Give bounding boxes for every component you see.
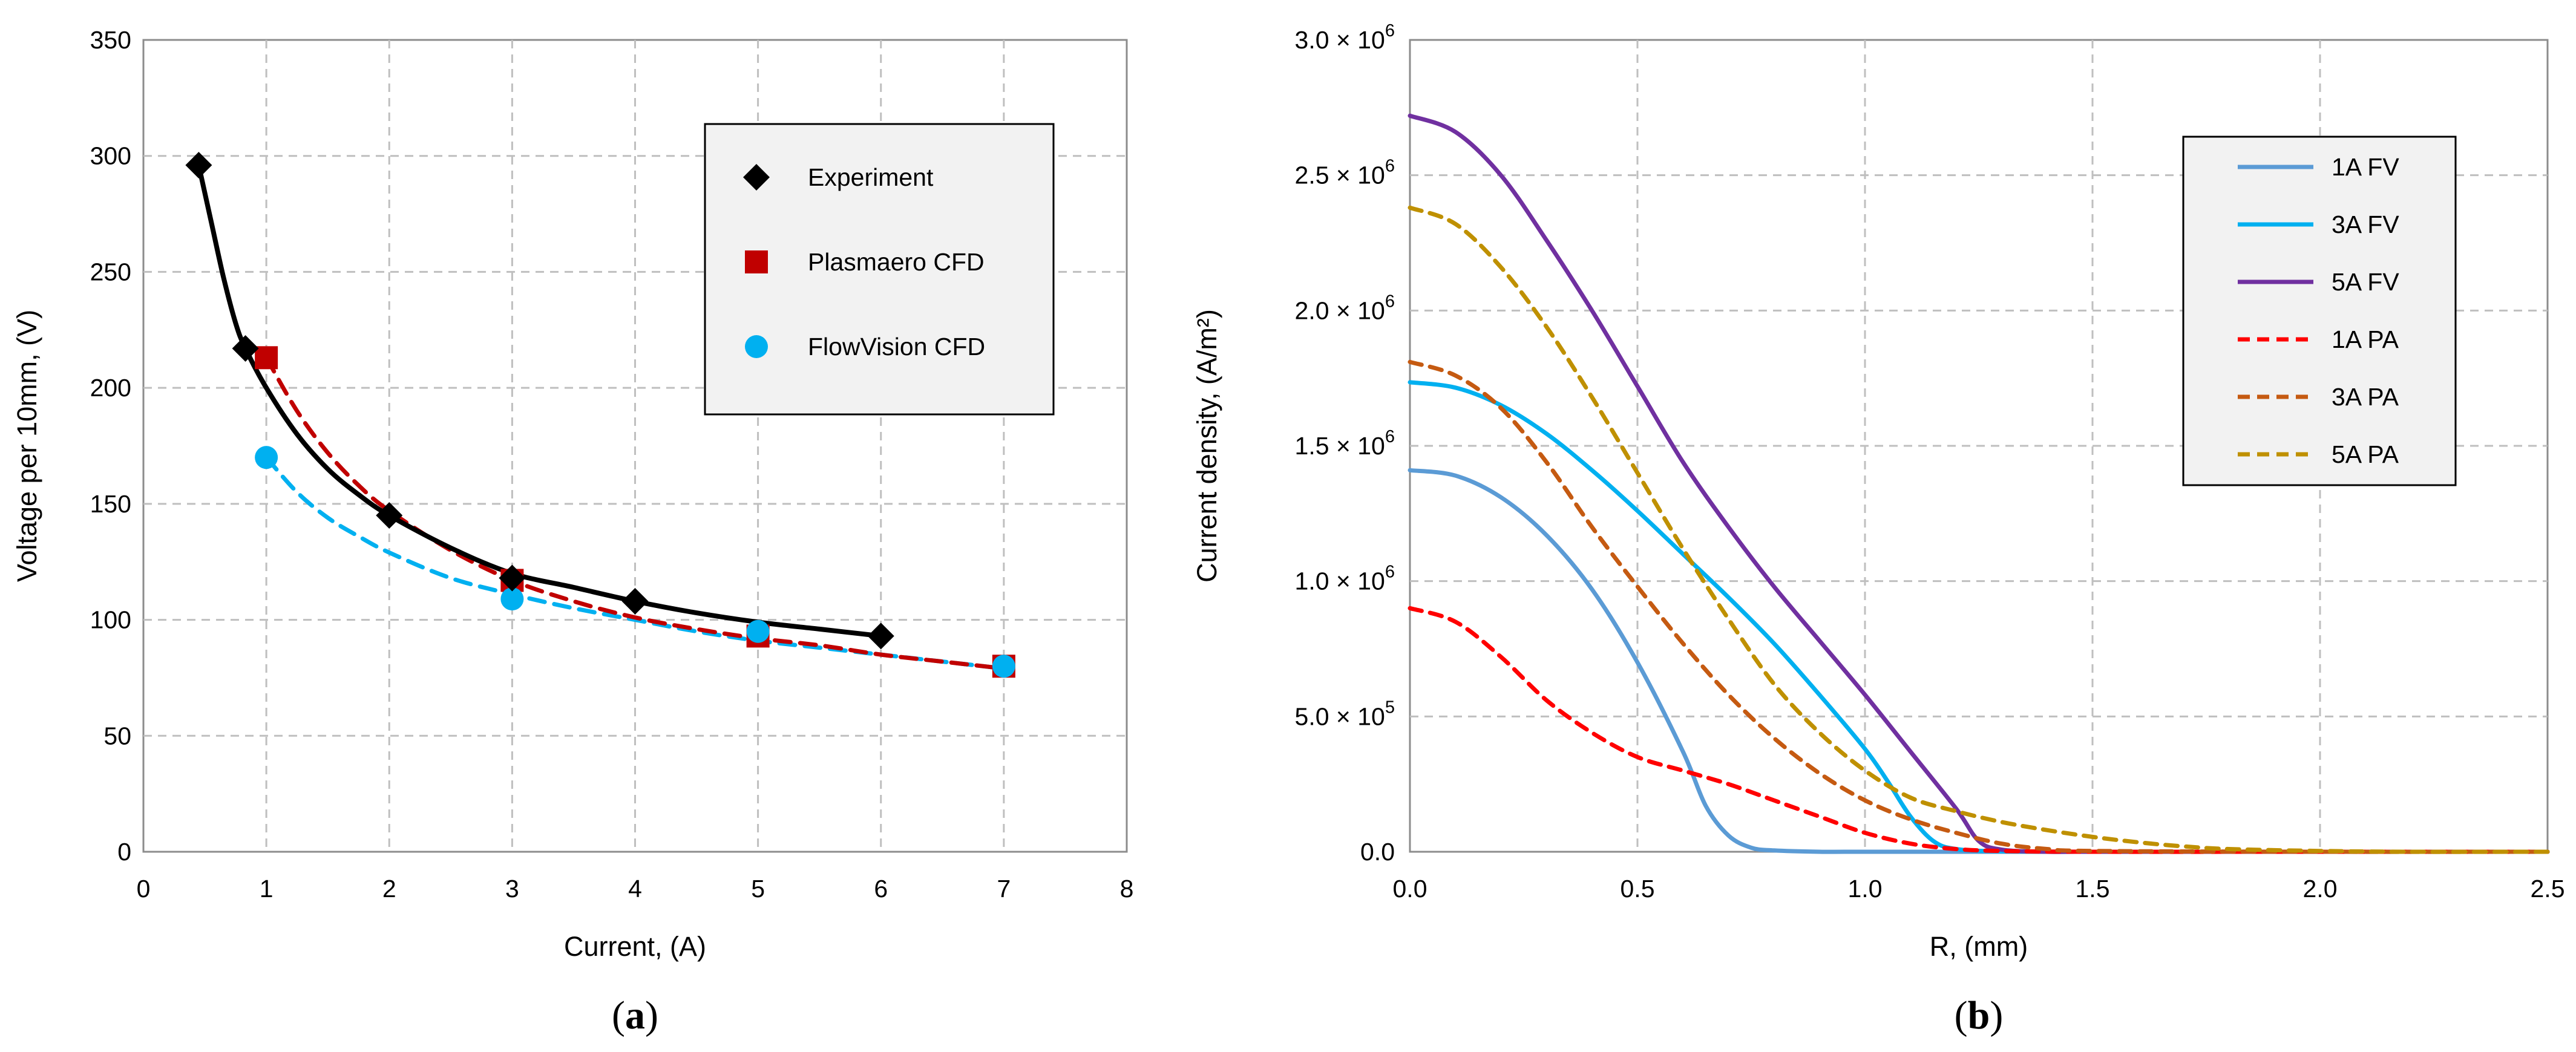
chart-b-y-tick-exponent: 6 xyxy=(1385,157,1395,176)
chart-a-x-tick-label: 3 xyxy=(505,875,519,903)
chart-a-y-tick-label: 250 xyxy=(90,258,131,286)
chart-b-y-tick-label: 1.0 × 106 xyxy=(1295,563,1395,595)
chart-b-y-tick-mantissa: 1.0 × 10 xyxy=(1295,567,1385,595)
chart-b-y-axis-label: Current density, (A/m²) xyxy=(1191,309,1222,583)
chart-a-x-axis-label: Current, (A) xyxy=(564,931,706,962)
chart-b-y-tick-label: 0.0 xyxy=(1360,838,1395,866)
chart-a-flowvision-cfd-trend-line xyxy=(264,455,1006,671)
chart-b-legend-label: 1A FV xyxy=(2332,153,2399,181)
chart-a-flowvision-cfd-point xyxy=(992,655,1015,678)
chart-a-y-tick-label: 100 xyxy=(90,606,131,634)
chart-a-experiment-point xyxy=(232,335,259,362)
chart-b-x-tick-label: 1.0 xyxy=(1848,875,1883,903)
chart-a-x-tick-label: 4 xyxy=(628,875,642,903)
chart-b-legend-label: 3A PA xyxy=(2332,383,2399,411)
chart-b-caption: (b) xyxy=(1955,993,2004,1037)
chart-a-legend-marker-plasmaero-cfd xyxy=(745,250,768,273)
chart-a-legend-label: FlowVision CFD xyxy=(808,333,985,361)
chart-b-y-tick-mantissa: 1.5 × 10 xyxy=(1295,432,1385,460)
chart-a-experiment-point xyxy=(867,622,894,650)
chart-b-y-tick-exponent: 6 xyxy=(1385,427,1395,446)
chart-b-series-3a-pa xyxy=(1408,359,2550,854)
chart-a-x-tick-label: 7 xyxy=(997,875,1011,903)
chart-b-y-tick-exponent: 6 xyxy=(1385,292,1395,311)
chart-b-y-tick-exponent: 6 xyxy=(1385,563,1395,582)
chart-b-y-tick-exponent: 6 xyxy=(1385,21,1395,41)
chart-a-legend: Experiment Plasmaero CFD FlowVision CFD xyxy=(704,123,1055,416)
chart-a-flowvision-cfd-point xyxy=(255,446,278,469)
chart-b-legend-label: 5A FV xyxy=(2332,268,2399,296)
chart-a-x-tick-label: 1 xyxy=(260,875,274,903)
chart-b-x-tick-label: 2.5 xyxy=(2531,875,2565,903)
chart-b-legend: 1A FV 3A FV 5A FV 1A PA 3A PA 5A PA xyxy=(2182,136,2457,486)
chart-b-y-tick-label: 5.0 × 105 xyxy=(1295,698,1395,730)
chart-a-y-tick-label: 200 xyxy=(90,374,131,402)
chart-a-flowvision-cfd-point xyxy=(500,587,524,611)
chart-a-y-tick-label: 150 xyxy=(90,490,131,518)
chart-a-y-tick-label: 0 xyxy=(117,838,131,866)
chart-b-y-tick-mantissa: 2.5 × 10 xyxy=(1295,162,1385,189)
chart-a-legend-label: Plasmaero CFD xyxy=(808,248,985,276)
chart-a-legend-marker-flowvision-cfd xyxy=(745,335,768,358)
chart-b-y-tick-label: 3.0 × 106 xyxy=(1295,21,1395,54)
chart-a-flowvision-cfd-point xyxy=(746,619,770,643)
chart-a-x-tick-label: 0 xyxy=(137,875,151,903)
chart-b-y-tick-mantissa: 5.0 × 10 xyxy=(1295,702,1385,730)
chart-a-x-tick-label: 6 xyxy=(874,875,888,903)
chart-a-x-tick-label: 5 xyxy=(751,875,765,903)
chart-a-y-tick-label: 50 xyxy=(103,722,131,750)
chart-a-experiment-point xyxy=(376,502,403,529)
chart-a-caption-letter: a xyxy=(625,993,645,1037)
chart-a-experiment-point xyxy=(621,587,649,615)
chart-a-caption: (a) xyxy=(612,993,658,1037)
chart-b-series-5a-pa xyxy=(1408,205,2550,854)
chart-b-caption-letter: b xyxy=(1968,993,1990,1037)
chart-a-experiment-point xyxy=(185,152,212,179)
chart-a-legend-marker-experiment xyxy=(743,164,770,191)
chart-b-series-lines xyxy=(1408,113,2550,854)
chart-a-markers xyxy=(185,152,1015,678)
chart-b-legend-label: 1A PA xyxy=(2332,325,2399,353)
chart-a-tick-labels: 0 1 2 3 4 5 6 7 8 0 50 100 150 200 250 300 350 xyxy=(90,26,1134,903)
chart-b-x-tick-label: 1.5 xyxy=(2076,875,2110,903)
chart-b-x-tick-label: 0.5 xyxy=(1621,875,1655,903)
chart-b-legend-label: 3A FV xyxy=(2332,211,2399,238)
chart-b-y-tick-mantissa: 2.0 × 10 xyxy=(1295,296,1385,324)
chart-b-y-tick-exponent: 5 xyxy=(1385,698,1395,717)
chart-a-plasmaero-cfd-point xyxy=(255,346,278,370)
chart-a-y-axis-label: Voltage per 10mm, (V) xyxy=(11,310,42,582)
chart-a-voltage-vs-current: 0 1 2 3 4 5 6 7 8 0 50 100 150 200 250 300 350 Current, … xyxy=(11,26,1133,1037)
chart-b-y-tick-label: 2.0 × 106 xyxy=(1295,292,1395,324)
chart-b-y-tick-label: 2.5 × 106 xyxy=(1295,157,1395,189)
chart-b-x-tick-label: 2.0 xyxy=(2303,875,2338,903)
chart-b-legend-label: 5A PA xyxy=(2332,440,2399,468)
chart-a-y-tick-label: 300 xyxy=(90,142,131,170)
chart-b-y-tick-mantissa: 3.0 × 10 xyxy=(1295,26,1385,54)
chart-b-x-axis-label: R, (mm) xyxy=(1930,931,2028,962)
chart-a-legend-label: Experiment xyxy=(808,163,934,191)
chart-b-y-tick-mantissa: 0.0 xyxy=(1360,838,1395,866)
chart-a-x-tick-label: 2 xyxy=(382,875,396,903)
chart-b-x-tick-label: 0.0 xyxy=(1393,875,1427,903)
chart-b-legend-box xyxy=(2182,136,2457,486)
chart-a-y-tick-label: 350 xyxy=(90,26,131,54)
chart-a-x-tick-label: 8 xyxy=(1120,875,1134,903)
chart-a-experiment-point xyxy=(499,564,526,592)
chart-b-y-tick-label: 1.5 × 106 xyxy=(1295,427,1395,460)
chart-a-plasmaero-cfd-trend-line xyxy=(264,355,1006,671)
